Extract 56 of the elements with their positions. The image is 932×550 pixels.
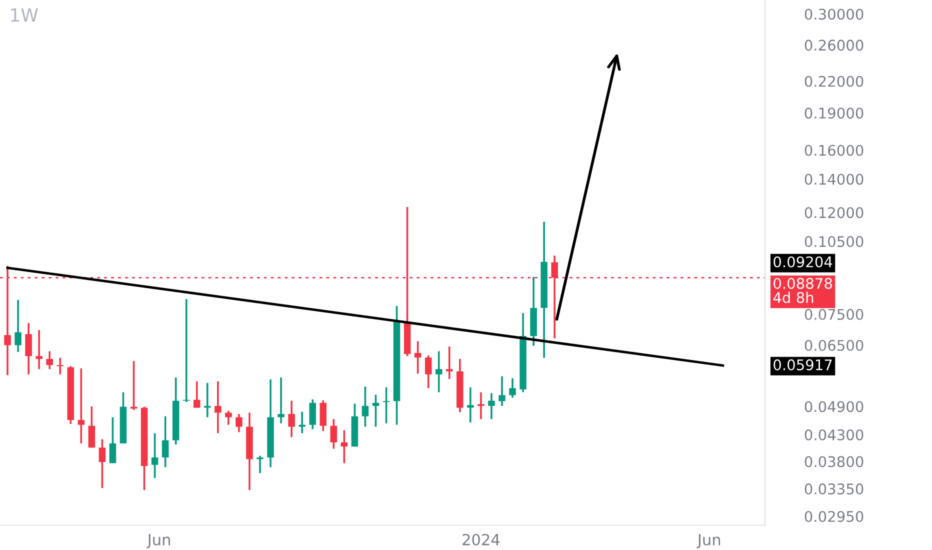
candlestick xyxy=(236,413,242,434)
y-tick-label: 0.22000 xyxy=(804,76,864,87)
candlestick xyxy=(194,380,200,409)
y-tick-label: 0.26000 xyxy=(804,40,864,51)
candlestick xyxy=(25,322,32,376)
candlestick xyxy=(151,432,158,479)
candlestick xyxy=(225,410,232,426)
candlestick xyxy=(14,299,22,353)
candlestick xyxy=(98,438,106,489)
x-tick-label: 2024 xyxy=(462,534,500,546)
candlestick xyxy=(414,340,422,375)
candlestick xyxy=(88,405,96,449)
candlestick xyxy=(214,380,222,434)
candlestick xyxy=(162,415,169,468)
y-tick-label: 0.10500 xyxy=(804,236,864,248)
y-tick-label: 0.16000 xyxy=(804,144,864,156)
y-tick-label: 0.06500 xyxy=(804,340,864,351)
x-tick-label: Jun xyxy=(696,534,720,548)
candlestick xyxy=(109,416,116,464)
candlestick xyxy=(498,375,506,407)
y-tick-label: 0.03350 xyxy=(804,483,864,494)
candlestick xyxy=(278,376,284,424)
y-tick-label: 0.02950 xyxy=(804,510,864,522)
candlestick xyxy=(288,400,295,438)
candlestick xyxy=(467,386,474,424)
candlestick xyxy=(446,346,453,380)
candlestick xyxy=(309,398,316,430)
candlestick xyxy=(340,429,348,464)
y-tick-label: 0.07500 xyxy=(804,308,864,320)
y-tick-label: 0.19000 xyxy=(804,108,864,119)
x-tick-label: Jun xyxy=(146,534,170,548)
y-tick-label: 0.04900 xyxy=(804,401,864,412)
candlestick xyxy=(330,418,338,450)
chart-title: 1W xyxy=(11,8,38,22)
y-tick-label: 0.14000 xyxy=(804,174,864,185)
candlestick xyxy=(424,354,432,390)
y-tick-label: 0.12000 xyxy=(804,207,864,218)
ref-line-label: 0.08878 4d 8h xyxy=(773,278,832,304)
candlestick xyxy=(36,329,42,370)
candlestick xyxy=(320,399,327,432)
candlestick xyxy=(488,392,495,420)
y-tick-label: 0.03800 xyxy=(804,456,864,468)
candlestick xyxy=(478,391,484,420)
candlestick xyxy=(46,350,53,370)
candlestick xyxy=(382,386,390,424)
candlestick xyxy=(509,377,516,399)
candlestick xyxy=(372,394,380,428)
text: 0.05917 xyxy=(774,359,832,370)
candlestick xyxy=(78,367,85,444)
text: 0.09204 xyxy=(774,256,832,268)
y-tick-label: 0.30000 xyxy=(804,8,864,20)
candlestick xyxy=(256,454,264,474)
candlestick xyxy=(435,350,442,394)
y-tick-label: 0.04300 xyxy=(804,429,864,440)
candlestick xyxy=(56,356,64,376)
candlestick xyxy=(362,386,369,428)
